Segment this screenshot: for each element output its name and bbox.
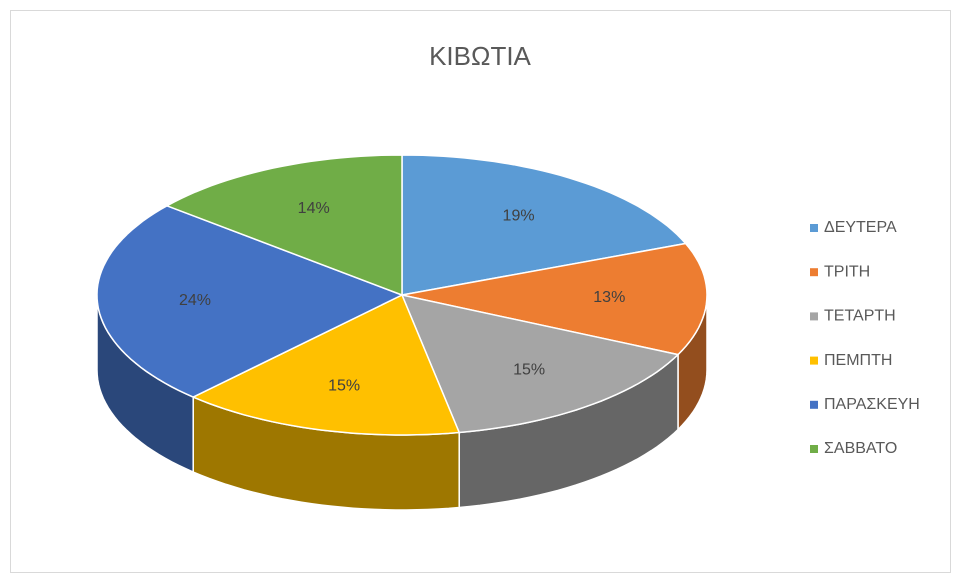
pie-slice — [191, 293, 461, 436]
legend-label: ΤΕΤΑΡΤΗ — [824, 308, 896, 325]
pie-slice — [165, 154, 403, 297]
legend-swatch — [810, 400, 818, 409]
legend-swatch — [810, 224, 818, 232]
data-label: 19% — [503, 207, 535, 224]
legend-label: ΠΑΡΑΣΚΕΥΗ — [824, 396, 920, 413]
data-label: 13% — [593, 289, 625, 306]
chart-title: ΚΙΒΩΤΙΑ — [429, 41, 531, 71]
pie-slice — [96, 204, 404, 398]
data-label: 15% — [513, 361, 545, 378]
pie-slice — [400, 293, 680, 434]
legend-label: ΠΕΜΠΤΗ — [824, 352, 892, 369]
data-label: 14% — [298, 200, 330, 217]
legend-label: ΤΡΙΤΗ — [824, 263, 870, 280]
data-label: 24% — [179, 292, 211, 309]
pie-slice — [401, 242, 708, 356]
data-label: 15% — [328, 378, 360, 395]
legend-label: ΔΕΥΤΕΡΑ — [824, 219, 897, 236]
legend-swatch — [810, 356, 818, 365]
legend-swatch — [810, 268, 818, 277]
legend-swatch — [810, 445, 818, 453]
legend-swatch — [810, 312, 818, 321]
pie-slice — [401, 154, 688, 296]
legend-label: ΣΑΒΒΑΤΟ — [824, 440, 897, 457]
